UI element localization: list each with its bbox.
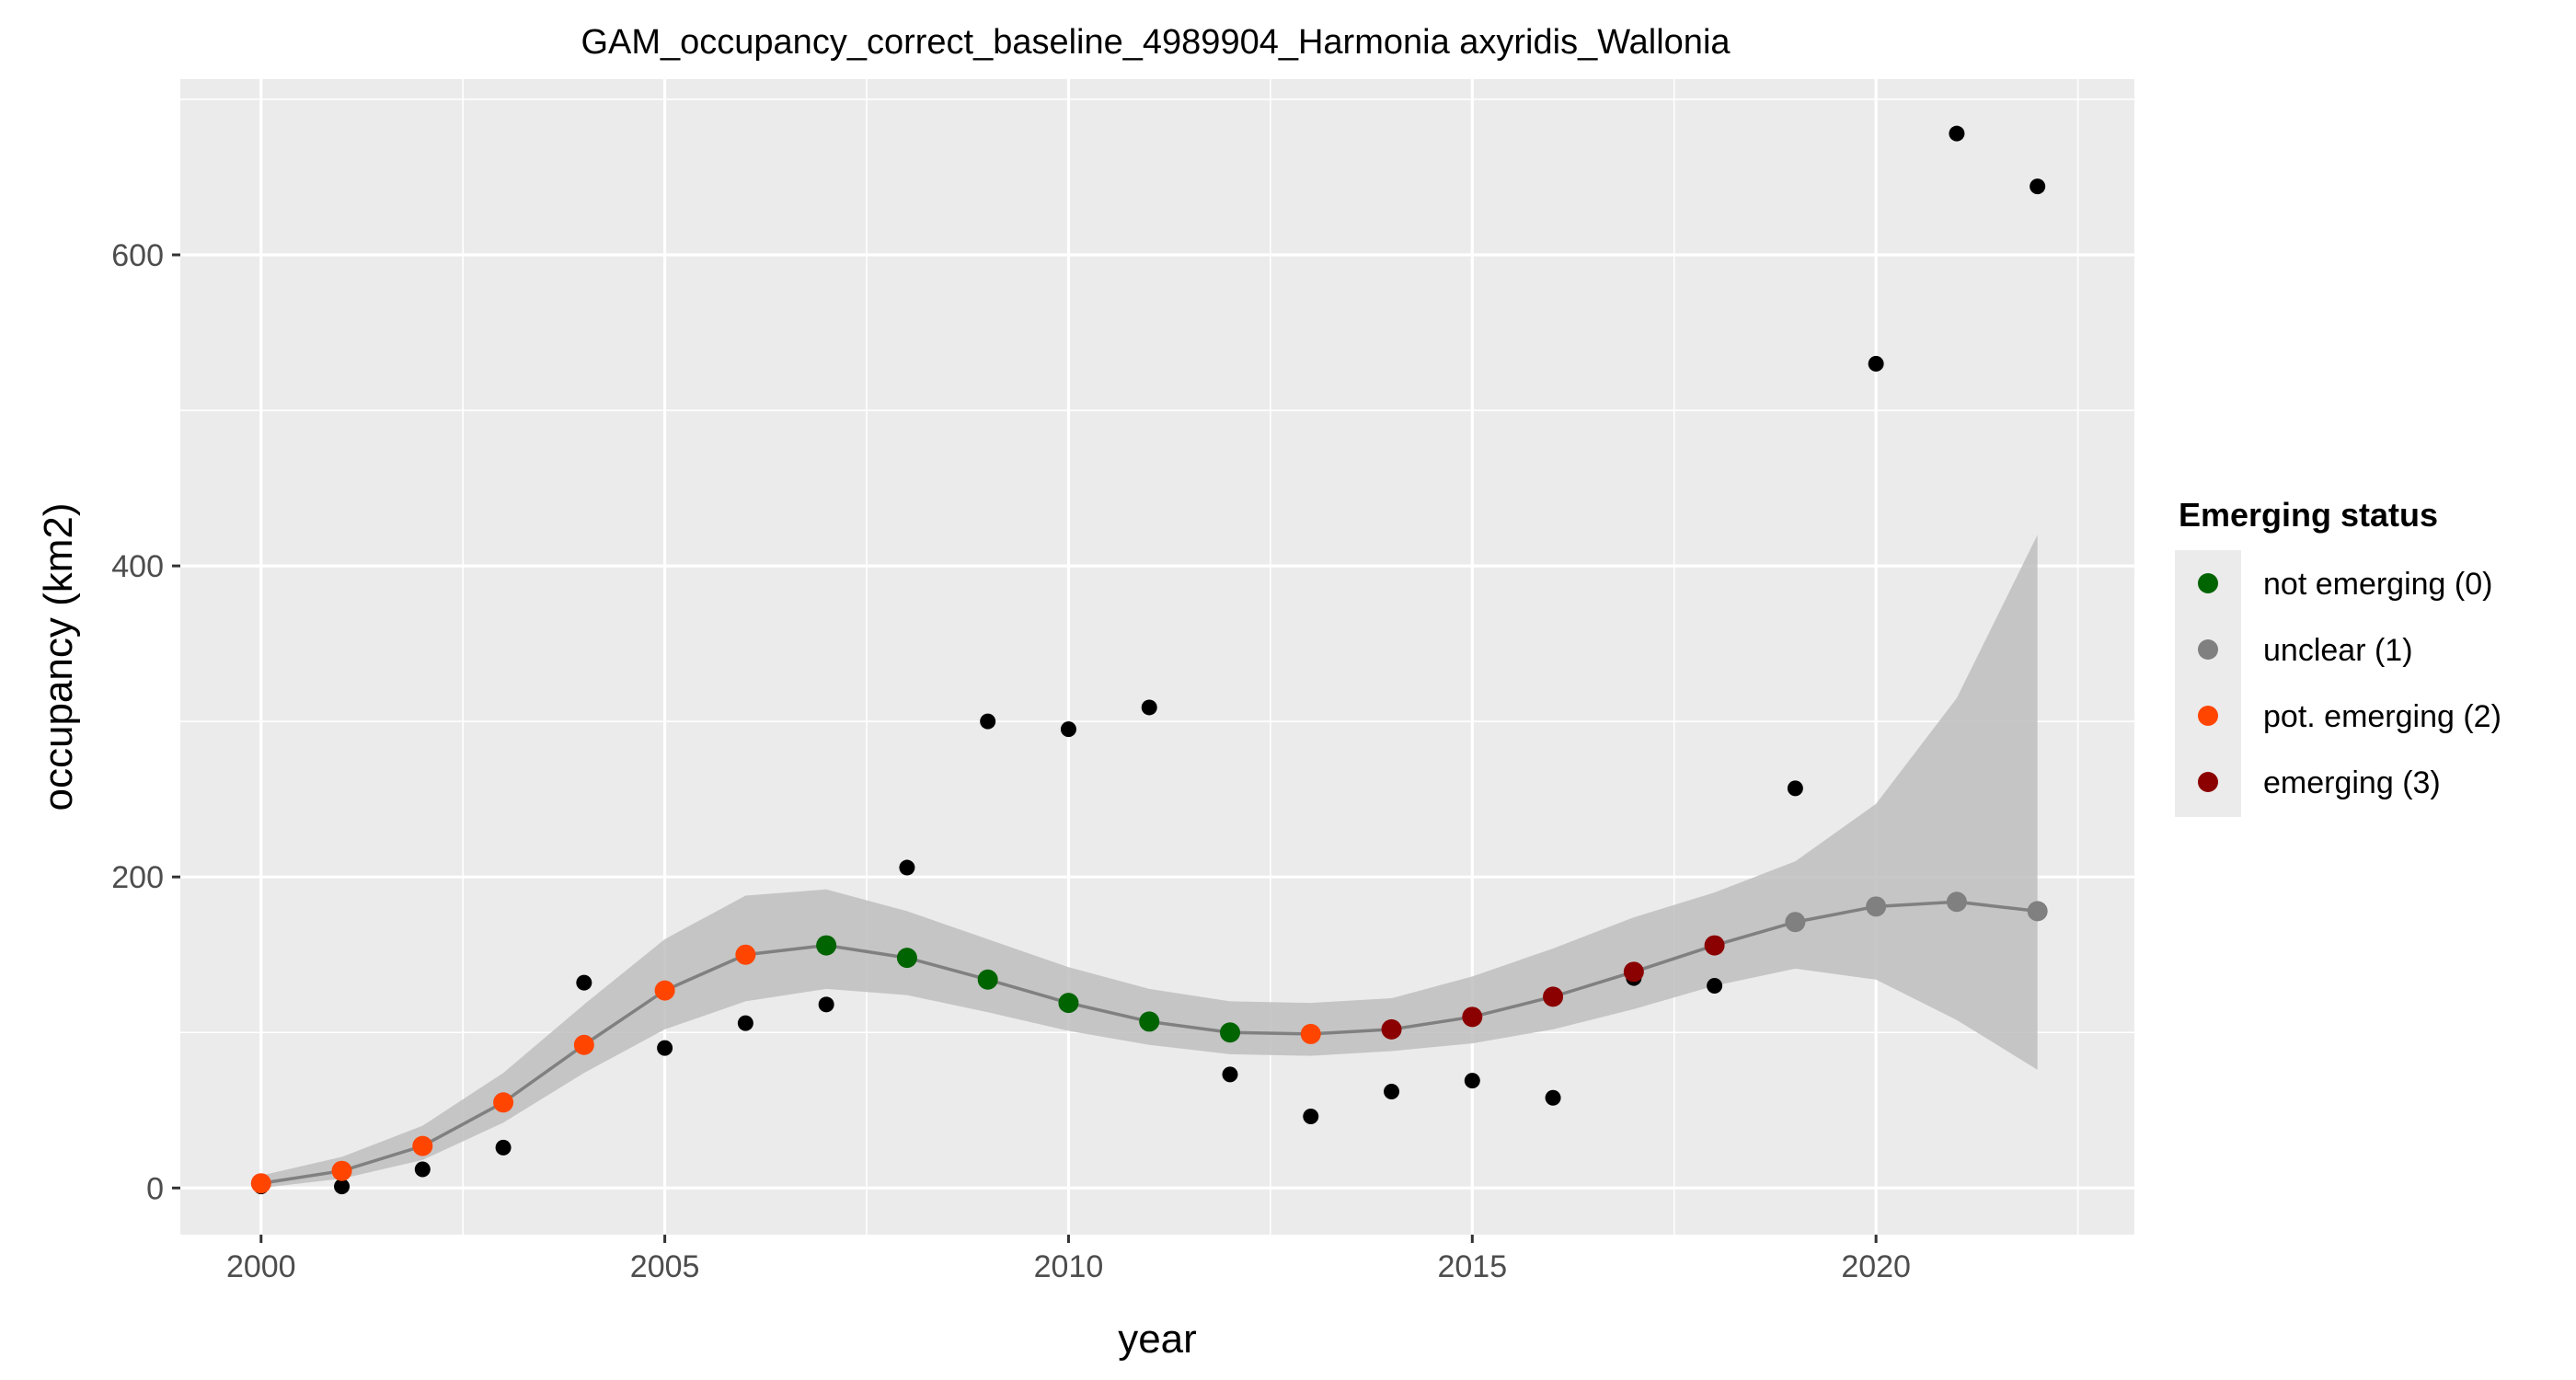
status-point bbox=[2027, 901, 2048, 922]
plot-panel bbox=[180, 79, 2134, 1235]
status-point bbox=[735, 944, 756, 965]
y-tick-label: 0 bbox=[146, 1171, 164, 1206]
status-point bbox=[412, 1135, 433, 1156]
legend-title: Emerging status bbox=[2179, 496, 2438, 534]
legend-label-2: pot. emerging (2) bbox=[2263, 699, 2501, 734]
x-tick-label: 2000 bbox=[226, 1249, 296, 1284]
observed-point bbox=[1464, 1073, 1480, 1089]
x-axis-ticks: 2000 2005 2010 2015 2020 bbox=[226, 1235, 1911, 1284]
status-point bbox=[331, 1160, 352, 1181]
legend-key-0 bbox=[2198, 573, 2218, 593]
observed-point bbox=[334, 1179, 351, 1195]
legend-label-1: unclear (1) bbox=[2263, 633, 2413, 668]
status-point bbox=[1462, 1006, 1483, 1028]
y-tick-label: 200 bbox=[111, 860, 164, 895]
observed-point bbox=[1222, 1066, 1238, 1083]
observed-point bbox=[1868, 355, 1884, 372]
observed-points bbox=[253, 125, 2046, 1195]
x-tick-label: 2015 bbox=[1437, 1249, 1507, 1284]
observed-point bbox=[2030, 178, 2046, 195]
observed-point bbox=[1303, 1109, 1319, 1125]
status-point bbox=[1300, 1023, 1321, 1044]
observed-point bbox=[1949, 125, 1965, 142]
status-point bbox=[573, 1034, 594, 1055]
status-point bbox=[1946, 891, 1967, 913]
observed-point bbox=[899, 859, 915, 876]
status-point bbox=[1219, 1022, 1240, 1043]
legend-label-3: emerging (3) bbox=[2263, 765, 2441, 800]
legend-key-3 bbox=[2198, 772, 2218, 792]
legend: Emerging status not emerging (0) unclear … bbox=[2175, 496, 2501, 817]
status-point bbox=[896, 948, 917, 969]
legend-label-0: not emerging (0) bbox=[2263, 567, 2492, 602]
observed-point bbox=[1141, 699, 1157, 716]
observed-point bbox=[414, 1161, 431, 1178]
observed-point bbox=[1787, 780, 1803, 797]
legend-key-1 bbox=[2198, 639, 2218, 660]
status-point bbox=[1866, 896, 1887, 917]
observed-point bbox=[1707, 978, 1723, 995]
legend-key-2 bbox=[2198, 706, 2218, 726]
x-tick-label: 2005 bbox=[630, 1249, 700, 1284]
observed-point bbox=[576, 974, 592, 991]
y-tick-label: 400 bbox=[111, 549, 164, 584]
observed-point bbox=[1384, 1083, 1400, 1099]
observed-point bbox=[1545, 1089, 1561, 1106]
status-point bbox=[493, 1092, 514, 1113]
x-tick-label: 2010 bbox=[1034, 1249, 1104, 1284]
status-point bbox=[654, 980, 675, 1001]
status-point bbox=[1381, 1018, 1402, 1040]
y-axis-ticks: 0 200 400 600 bbox=[111, 238, 180, 1206]
observed-point bbox=[818, 996, 834, 1013]
observed-point bbox=[657, 1040, 673, 1056]
status-point bbox=[1623, 961, 1644, 983]
status-point bbox=[1704, 935, 1725, 956]
chart-title: GAM_occupancy_correct_baseline_4989904_H… bbox=[581, 23, 1731, 62]
status-point bbox=[1139, 1011, 1160, 1032]
status-point bbox=[250, 1173, 271, 1194]
status-point bbox=[816, 935, 837, 956]
y-axis-title: occupancy (km2) bbox=[36, 502, 81, 811]
status-point bbox=[1058, 993, 1079, 1014]
x-tick-label: 2020 bbox=[1841, 1249, 1911, 1284]
observed-point bbox=[737, 1015, 753, 1031]
status-point bbox=[977, 969, 998, 990]
observed-point bbox=[1060, 721, 1076, 738]
x-axis-title: year bbox=[1118, 1317, 1197, 1362]
status-point bbox=[1543, 986, 1564, 1007]
legend-items: not emerging (0) unclear (1) pot. emerging… bbox=[2175, 550, 2501, 817]
observed-point bbox=[495, 1139, 512, 1156]
y-tick-label: 600 bbox=[111, 238, 164, 273]
observed-point bbox=[980, 713, 996, 730]
confidence-ribbon bbox=[260, 535, 2038, 1189]
status-point bbox=[1785, 912, 1806, 933]
status-points bbox=[250, 891, 2048, 1194]
